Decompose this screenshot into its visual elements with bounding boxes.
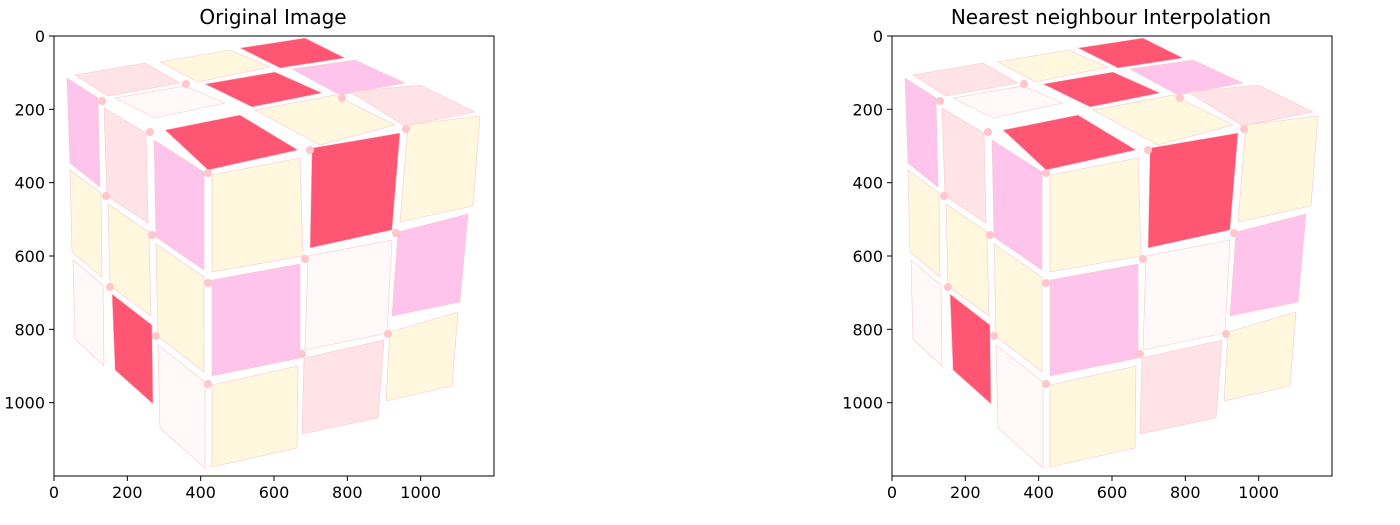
x-tick-label: 0 xyxy=(887,483,897,502)
y-tick-label: 1000 xyxy=(842,394,883,413)
y-tick-label: 200 xyxy=(852,100,883,119)
axis-ticks: 0 200 400 600 800 1000 0 200 400 600 800 1000 xyxy=(4,27,441,502)
chart-title: Nearest neighbour Interpolation xyxy=(951,5,1271,29)
x-tick-label: 400 xyxy=(1023,483,1054,502)
x-tick-label: 800 xyxy=(332,483,363,502)
x-tick-label: 800 xyxy=(1170,483,1201,502)
y-tick-label: 0 xyxy=(35,27,45,46)
x-tick-label: 1000 xyxy=(1238,483,1279,502)
y-tick-label: 600 xyxy=(14,247,45,266)
y-tick-label: 600 xyxy=(852,247,883,266)
y-tick-label: 800 xyxy=(852,320,883,339)
x-tick-label: 400 xyxy=(185,483,216,502)
panel-original: Original Image 0 200 400 600 800 1000 0 200 400 6… xyxy=(4,5,495,502)
x-tick-label: 600 xyxy=(259,483,290,502)
y-tick-label: 400 xyxy=(14,174,45,193)
x-tick-label: 200 xyxy=(950,483,981,502)
chart-title: Original Image xyxy=(199,5,346,29)
y-tick-label: 400 xyxy=(852,174,883,193)
y-tick-label: 1000 xyxy=(4,394,45,413)
y-tick-label: 800 xyxy=(14,320,45,339)
x-tick-label: 0 xyxy=(49,483,59,502)
panel-nearest: Nearest neighbour Interpolation 0 200 400 6… xyxy=(842,5,1333,502)
x-tick-label: 200 xyxy=(112,483,143,502)
x-tick-label: 1000 xyxy=(400,483,441,502)
y-tick-label: 0 xyxy=(873,27,883,46)
axis-ticks: 0 200 400 600 800 1000 0 200 400 600 800 1000 xyxy=(842,27,1279,502)
x-tick-label: 600 xyxy=(1097,483,1128,502)
y-tick-label: 200 xyxy=(14,100,45,119)
